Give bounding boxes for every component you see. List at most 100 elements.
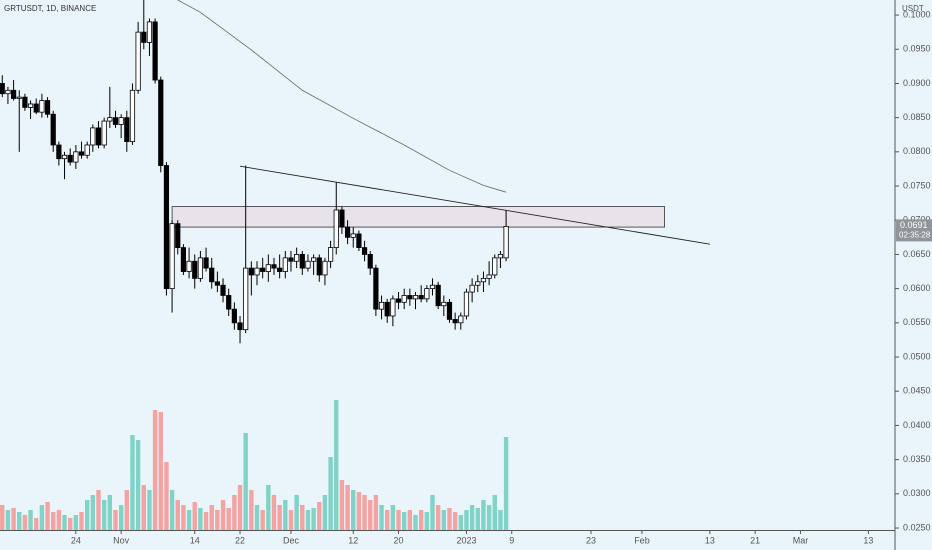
candle-body [356, 233, 362, 248]
candle-body [446, 301, 453, 320]
candle-body [475, 281, 481, 286]
y-tick-label: 0.0450 [903, 386, 931, 396]
candle-body [169, 223, 175, 290]
volume-bar [192, 502, 197, 530]
x-tick-label: 20 [394, 535, 404, 545]
candle-body [294, 254, 300, 262]
volume-bar [368, 500, 373, 530]
candle-body [480, 277, 487, 283]
volume-bar [215, 510, 220, 530]
candle-body [367, 254, 373, 269]
volume-bar [79, 512, 84, 530]
candle-body [328, 247, 334, 262]
candle-body [95, 127, 102, 146]
candle-body [277, 267, 283, 272]
volume-bar [464, 510, 469, 530]
candle-body [452, 319, 458, 324]
candle-body [209, 267, 215, 283]
volume-bar [469, 505, 475, 530]
volume-bar [130, 435, 135, 530]
volume-bar [135, 440, 141, 530]
volume-bar [67, 518, 73, 530]
volume-bar [90, 495, 96, 530]
candle-body [101, 120, 107, 146]
x-tick-label: 2023 [456, 535, 476, 545]
candle-body [492, 257, 498, 276]
volume-bar [17, 512, 22, 530]
candle-body [141, 31, 147, 43]
candle-body [271, 264, 277, 269]
last-price-label: 0.0691 [900, 220, 928, 230]
x-tick-label: Dec [283, 535, 300, 545]
volume-bar [503, 437, 509, 530]
candle-body [158, 79, 164, 166]
volume-bar [209, 505, 214, 530]
candle-body [237, 322, 243, 331]
candle-body [90, 127, 96, 146]
x-tick-label: 13 [863, 535, 873, 545]
volume-bar [141, 485, 146, 530]
candle-body [152, 21, 158, 81]
volume-bar [334, 400, 339, 530]
candle-body [463, 291, 470, 317]
candle-body [44, 100, 51, 115]
volume-bar [73, 515, 79, 530]
candle-body [344, 226, 351, 238]
candle-body [39, 100, 45, 113]
candle-body [350, 233, 356, 238]
volume-bar [203, 512, 209, 530]
volume-bar [305, 510, 311, 530]
volume-bar [237, 485, 243, 530]
candle-body [435, 284, 441, 307]
candle-body [67, 154, 73, 163]
volume-bar [362, 495, 367, 530]
y-tick-label: 0.0600 [903, 283, 931, 293]
chart-title: GRTUSDT, 1D, BINANCE [4, 4, 96, 13]
volume-bar [169, 490, 175, 530]
candle-body [458, 315, 464, 324]
candle-body [118, 117, 124, 125]
candle-body [486, 274, 492, 279]
volume-bar [266, 485, 271, 530]
volume-bar [283, 500, 288, 530]
volume-bar [413, 515, 418, 530]
candle-body [497, 254, 504, 259]
candle-body [197, 257, 203, 279]
volume-bar [56, 510, 62, 530]
candle-body [265, 264, 271, 272]
volume-bar [28, 510, 33, 530]
volume-bar [424, 512, 430, 530]
volume-bar [379, 505, 384, 530]
volume-bar [220, 500, 226, 530]
y-axis-label: USDT [902, 4, 924, 13]
volume-bar [254, 505, 260, 530]
y-tick-label: 0.0350 [903, 454, 931, 464]
volume-bar [249, 490, 254, 530]
volume-bar [164, 462, 169, 530]
volume-bar [435, 505, 441, 530]
candle-body [56, 144, 62, 160]
x-tick-label: 22 [235, 535, 245, 545]
candle-body [50, 113, 56, 146]
candle-body [373, 267, 379, 310]
volume-bar [351, 490, 356, 530]
candle-body [441, 301, 447, 307]
last-price-box [896, 219, 932, 242]
volume-bar [441, 510, 447, 530]
volume-bar [345, 485, 350, 530]
volume-bar [118, 505, 124, 530]
volume-bar [11, 508, 16, 530]
volume-bar [475, 508, 480, 530]
candle-body [5, 89, 11, 95]
y-tick-label: 0.0900 [903, 78, 931, 88]
y-tick-label: 0.0400 [903, 420, 931, 430]
candle-body [61, 154, 68, 160]
candle-body [124, 117, 130, 142]
candle-body [395, 298, 402, 303]
volume-bar [401, 512, 407, 530]
volume-bar [328, 457, 333, 530]
volume-bar [152, 410, 158, 530]
candle-body [180, 247, 187, 272]
candle-body [322, 260, 328, 276]
